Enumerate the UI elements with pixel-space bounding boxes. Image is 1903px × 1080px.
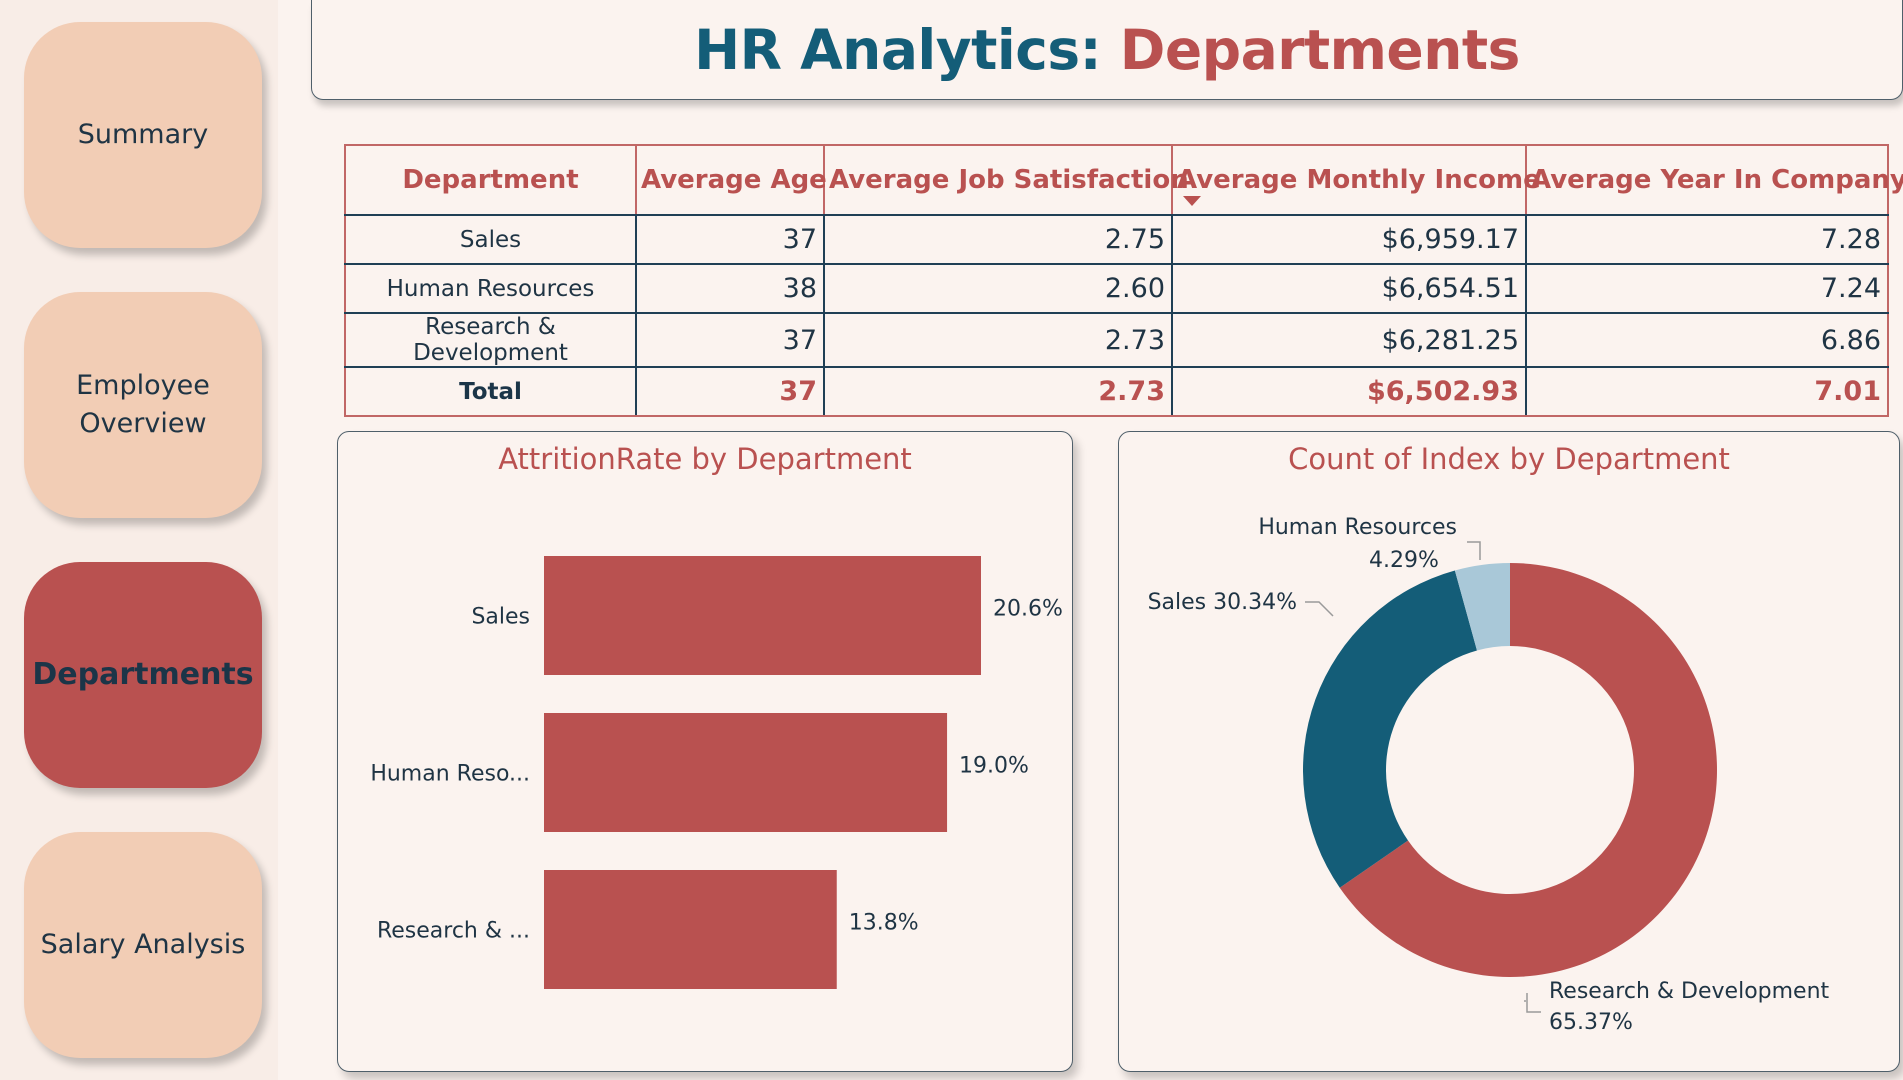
nav-button-summary[interactable]: Summary: [24, 22, 262, 248]
table-cell: 7.24: [1525, 263, 1889, 314]
column-header-average-age[interactable]: Average Age: [635, 144, 827, 216]
nav-button-departments[interactable]: Departments: [24, 562, 262, 788]
nav-button-salary-analysis[interactable]: Salary Analysis: [24, 832, 262, 1058]
count-chart-title: Count of Index by Department: [1288, 442, 1730, 476]
donut-data-label: Sales 30.34%: [1148, 590, 1297, 615]
attrition-bar[interactable]: [544, 870, 837, 989]
nav-button-employee-overview[interactable]: Employee Overview: [24, 292, 262, 518]
bar-category-label: Research & ...: [377, 919, 530, 944]
page-title: HR Analytics: Departments: [694, 17, 1520, 82]
donut-slice[interactable]: [1303, 570, 1477, 888]
table-total-row: Total 37 2.73 $6,502.93 7.01: [344, 366, 1889, 417]
table-cell: Research & Development: [344, 312, 637, 368]
column-header-average-job-satisfaction[interactable]: Average Job Satisfaction: [823, 144, 1189, 216]
table-cell: $6,959.17: [1171, 214, 1527, 265]
table-cell: Sales: [344, 214, 637, 265]
table-cell: 6.86: [1525, 312, 1889, 368]
count-chart-card: Count of Index by Department Research & …: [1118, 431, 1900, 1072]
table-cell: 37: [635, 366, 825, 417]
column-header-department[interactable]: Department: [344, 144, 637, 216]
table-cell: $6,654.51: [1171, 263, 1527, 314]
donut-leader-line: [1467, 541, 1481, 560]
attrition-chart-card: AttritionRate by Department Sales 20.6% Hu…: [337, 431, 1073, 1072]
donut-data-label: Human Resources: [1258, 515, 1457, 540]
table-cell: 7.28: [1525, 214, 1889, 265]
table-cell: $6,281.25: [1171, 312, 1527, 368]
table-cell: 37: [635, 214, 825, 265]
table-cell: 7.01: [1525, 366, 1889, 417]
attrition-bar[interactable]: [544, 713, 948, 832]
bar-data-label: 19.0%: [959, 754, 1029, 779]
department-table: Department Average Age Average Job Satis…: [344, 144, 1903, 417]
donut-data-label: Research & Development: [1549, 979, 1830, 1004]
attrition-chart-title: AttritionRate by Department: [498, 442, 912, 476]
donut-slice[interactable]: [1339, 563, 1717, 977]
donut-leader-line: [1526, 993, 1541, 1013]
bar-data-label: 20.6%: [993, 597, 1063, 622]
bar-category-label: Human Reso...: [370, 762, 530, 787]
table-cell: 2.73: [823, 366, 1173, 417]
donut-data-label: 4.29%: [1369, 548, 1439, 573]
table-header-row: Department Average Age Average Job Satis…: [344, 144, 1903, 216]
donut-slice[interactable]: [1454, 563, 1510, 651]
sort-descending-icon: [1183, 196, 1201, 206]
table-cell: 2.73: [823, 312, 1173, 368]
table-row: Research & Development 37 2.73 $6,281.25…: [344, 312, 1889, 368]
bar-category-label: Sales: [471, 605, 530, 630]
table-cell: 37: [635, 312, 825, 368]
table-cell: 38: [635, 263, 825, 314]
table-cell: Total: [344, 366, 637, 417]
count-donut-chart: Research & Development 65.37% Sales 30.34%…: [1148, 515, 1830, 1035]
table-cell: $6,502.93: [1171, 366, 1527, 417]
attrition-bar-chart: Sales 20.6% Human Reso... 19.0% Research & .…: [370, 556, 1063, 989]
table-row: Sales 37 2.75 $6,959.17 7.28: [344, 214, 1889, 265]
page-header: HR Analytics: Departments: [311, 0, 1903, 100]
table-cell: Human Resources: [344, 263, 637, 314]
bar-data-label: 13.8%: [849, 911, 919, 936]
table-row: Human Resources 38 2.60 $6,654.51 7.24: [344, 263, 1889, 314]
table-cell: 2.75: [823, 214, 1173, 265]
column-header-average-monthly-income[interactable]: Average Monthly Income: [1171, 144, 1541, 216]
attrition-bar[interactable]: [544, 556, 981, 675]
sidebar-nav: Summary Employee Overview Departments Sa…: [0, 0, 278, 1080]
table-cell: 2.60: [823, 263, 1173, 314]
donut-data-label: 65.37%: [1549, 1010, 1633, 1035]
column-header-average-year-in-company[interactable]: Average Year In Company: [1525, 144, 1903, 216]
donut-leader-line: [1305, 601, 1334, 617]
